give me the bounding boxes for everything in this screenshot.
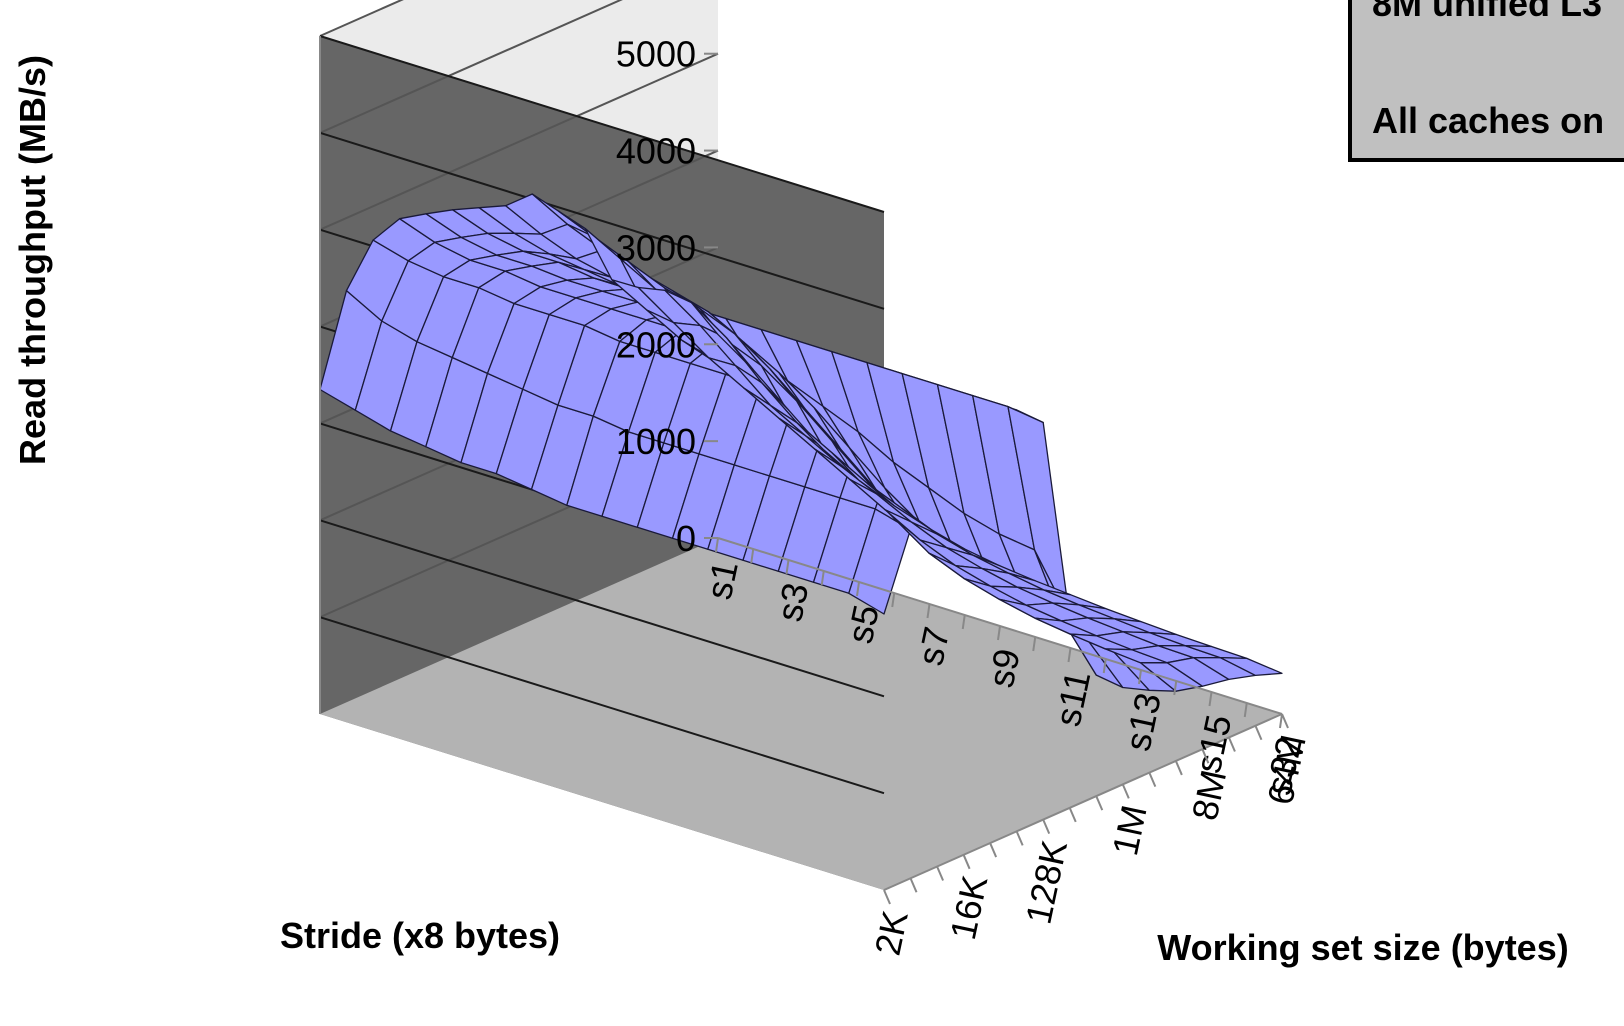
size-tick-label: 2K [867,907,916,959]
size-tick-mark [1148,772,1157,788]
stride-tick-mark [785,559,790,575]
stride-tick-mark [1138,669,1142,685]
stride-tick-label: s3 [768,579,816,625]
size-tick-mark [962,854,971,870]
stride-tick-label: s9 [980,645,1028,691]
surface-cell [1219,656,1283,677]
stride-tick-label: s1 [698,557,746,603]
y-tick-label: 1000 [616,421,696,462]
y-tick-label: 5000 [616,34,696,75]
stride-tick-mark [1208,691,1213,707]
size-axis-line [883,713,1283,891]
annotation-line-2: All caches on [1372,100,1604,141]
size-tick-mark [1281,713,1289,729]
size-tick-mark [1201,748,1210,764]
side-gridline-6 [319,0,623,134]
stride-tick-mark [926,603,931,619]
stride-tick-mark [1279,713,1283,729]
x-axis-title: Stride (x8 bytes) [280,915,560,956]
back-gridline-7 [319,35,885,213]
y-tick-label: 0 [676,518,696,559]
stride-tick-label: s5 [839,601,887,647]
size-tick-mark [1228,737,1236,752]
back-gridline-1 [319,616,885,795]
side-gridline-7 [319,0,404,37]
stride-tick-mark [891,592,896,608]
stride-tick-mark [1032,636,1037,652]
y-axis-title: Read throughput (MB/s) [12,55,53,465]
annotation-box-frame [1348,0,1624,162]
size-tick-mark [909,877,918,893]
surface-mesh [319,193,1283,692]
size-tick-mark [1095,795,1104,811]
floor-plane [320,538,1282,890]
y-tick-labels: 01000200030004000500060007000 [616,34,718,559]
size-tick-mark [1015,830,1024,846]
stride-tick-mark [1243,702,1248,718]
size-tick-label: 128K [1017,837,1075,928]
stride-tick-mark [820,570,825,586]
y-tick-label: 3000 [616,227,696,268]
size-tick-mark [883,889,891,905]
stride-tick-mark [997,625,1001,641]
z-axis-title: Working set size (bytes) [1157,927,1568,968]
stride-tick-mark [715,537,719,553]
y-tick-label: 2000 [616,324,696,365]
stride-tick-mark [750,548,755,564]
size-tick-label: 8M [1184,766,1235,823]
annotation-box: 8M unified L3 All caches on [1348,0,1624,162]
size-tick-mark [989,842,998,858]
annotation-line-1: 8M unified L3 [1372,0,1602,24]
stride-tick-mark [961,614,966,630]
back-gridline-2 [319,519,885,698]
stride-tick-mark [1067,647,1072,663]
size-tick-mark [1174,760,1183,776]
size-tick-mark [1121,784,1130,799]
y-tick-label: 4000 [616,131,696,172]
size-tick-mark [1042,819,1051,834]
stride-tick-mark [1102,658,1107,674]
size-tick-mark [936,866,944,881]
size-tick-mark [1254,725,1263,741]
back-gridline-6 [319,131,885,310]
stride-tick-mark [856,581,860,597]
stride-tick-mark [1173,680,1178,696]
size-tick-label: 1M [1104,802,1155,859]
side-gridline-5 [319,52,719,231]
size-tick-mark [1068,807,1077,823]
size-tick-label: 16K [942,872,995,943]
stride-tick-label: s7 [909,623,957,669]
